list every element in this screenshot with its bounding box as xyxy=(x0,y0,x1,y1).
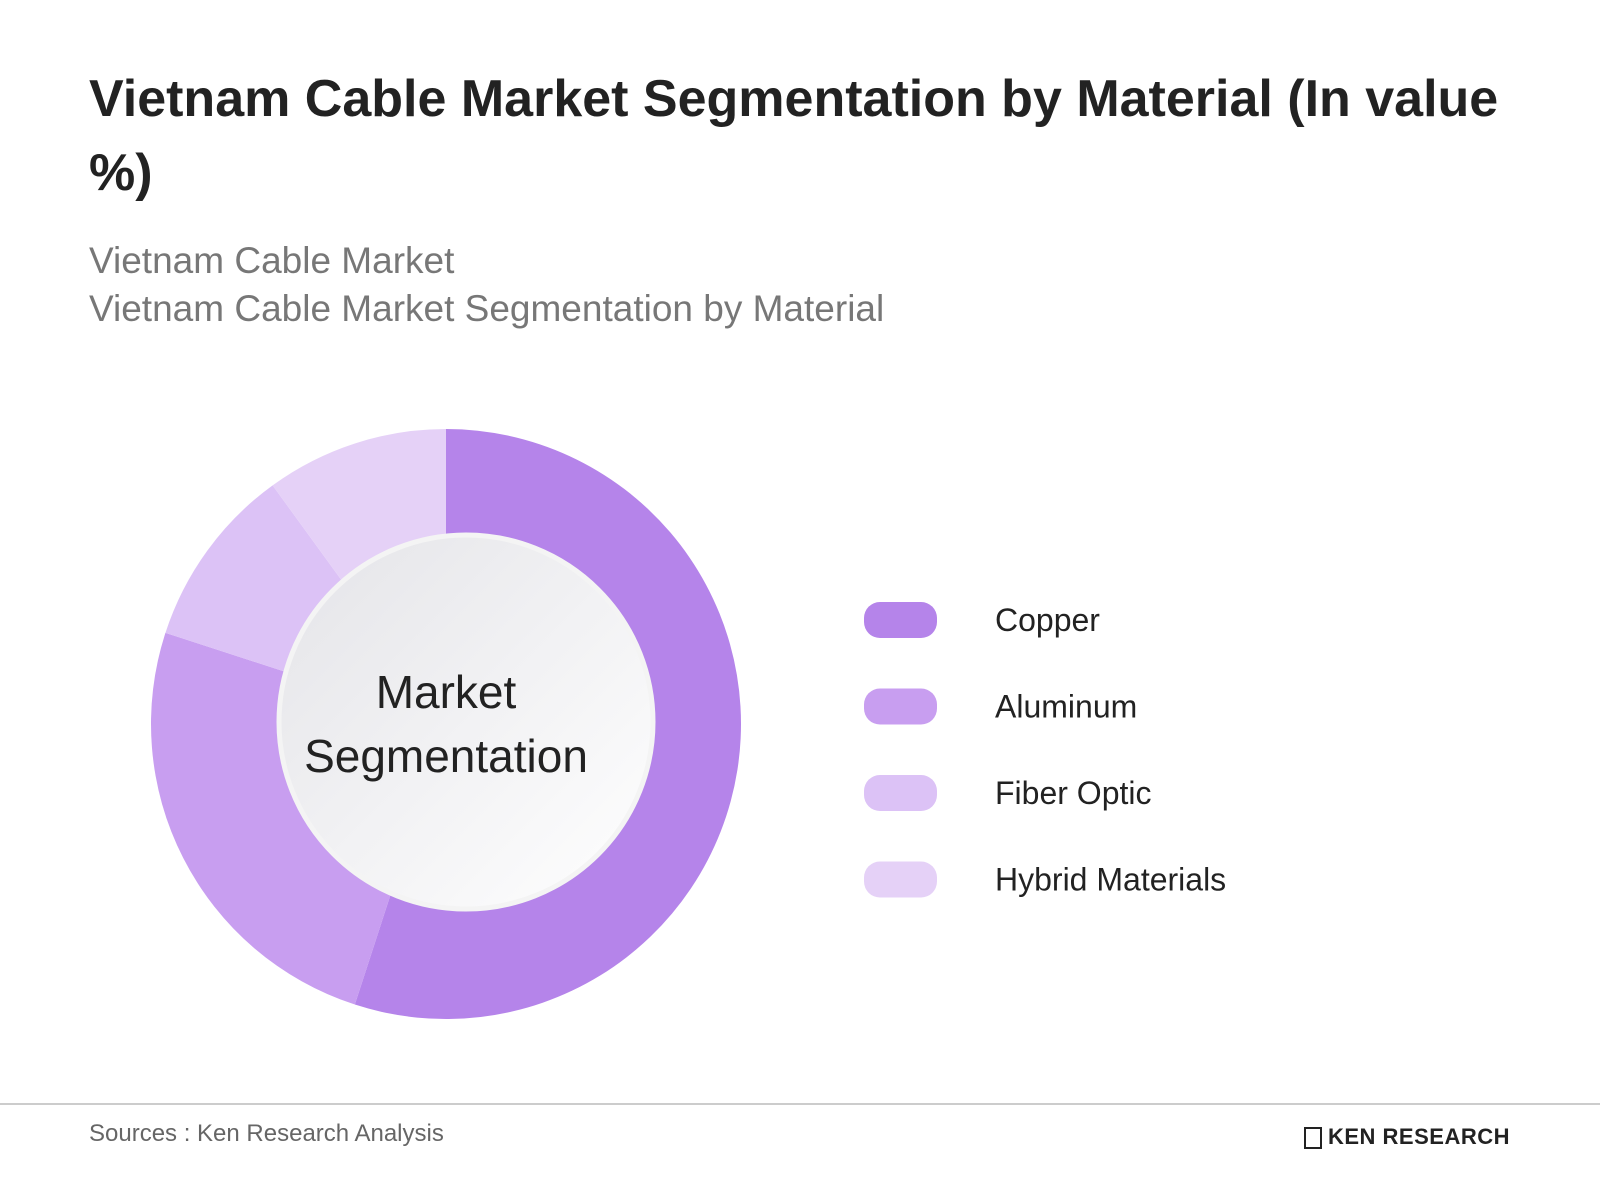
logo-text: KEN RESEARCH xyxy=(1327,1124,1510,1149)
subtitle: Vietnam Cable Market Segmentation by Mat… xyxy=(89,288,885,329)
legend-swatch xyxy=(864,861,937,898)
center-label: Market Segmentation xyxy=(304,666,588,782)
footer-rule xyxy=(0,1103,1600,1105)
subtitle: Vietnam Cable Market xyxy=(89,240,455,281)
legend-swatch xyxy=(864,602,937,638)
donut-hole xyxy=(276,532,656,912)
legend-label: Aluminum xyxy=(995,689,1137,725)
logo: KEN RESEARCH xyxy=(1303,1124,1510,1150)
legend-swatch xyxy=(864,688,937,725)
source: Sources : Ken Research Analysis xyxy=(89,1120,444,1147)
legend-swatch xyxy=(864,775,937,811)
legend-label: Hybrid Materials xyxy=(995,862,1226,898)
logo-mark xyxy=(1303,1127,1322,1150)
legend-label: Fiber Optic xyxy=(995,775,1151,811)
chart-title: Vietnam Cable Market Segmentation by Mat… xyxy=(89,70,1499,202)
legend-label: Copper xyxy=(995,602,1100,638)
